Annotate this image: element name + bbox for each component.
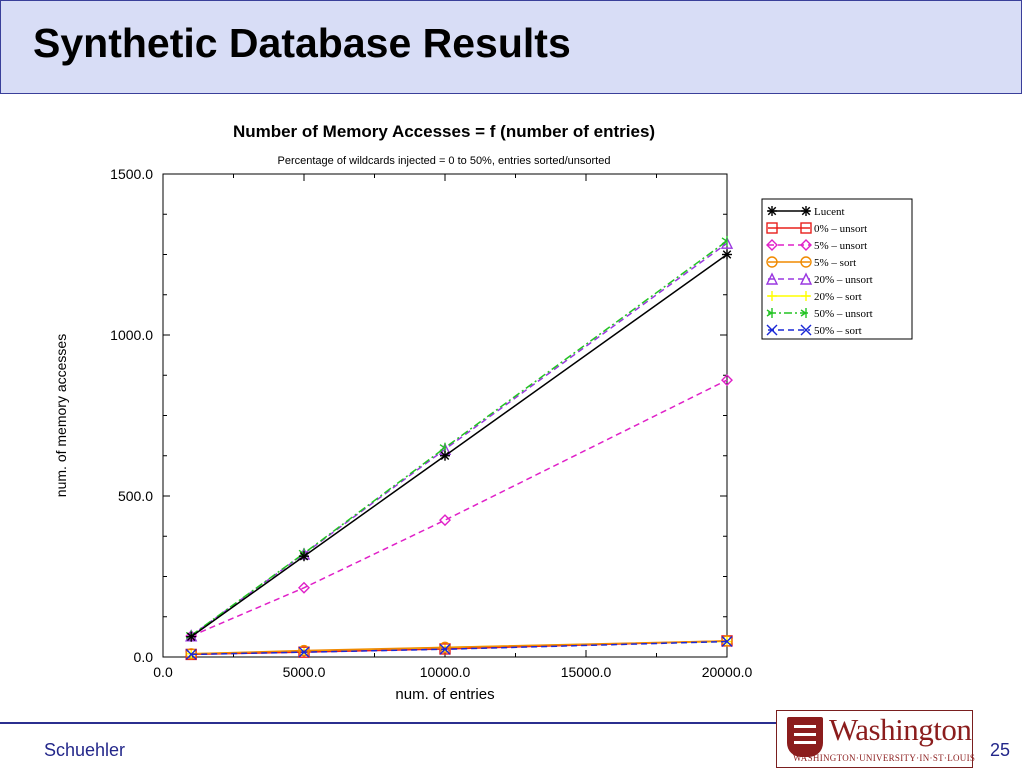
legend-label: 50% – sort	[814, 325, 862, 337]
legend-marker	[800, 256, 812, 268]
logo-subtitle: WASHINGTON·UNIVERSITY·IN·ST·LOUIS	[793, 753, 976, 763]
legend-label: 20% – sort	[814, 291, 862, 303]
legend-marker	[767, 291, 777, 301]
series-7-point	[185, 648, 197, 660]
legend-item: Lucent	[767, 206, 845, 218]
series-4	[185, 236, 734, 642]
legend-label: 5% – sort	[814, 257, 856, 269]
legend-marker	[800, 239, 812, 251]
series-0-point	[299, 551, 309, 562]
y-tick-label: 500.0	[118, 488, 153, 504]
legend-marker	[767, 206, 777, 216]
legend-marker	[766, 222, 778, 234]
legend-label: 20% – unsort	[814, 274, 873, 286]
legend-marker	[801, 206, 811, 216]
legend-label: 50% – unsort	[814, 308, 873, 320]
legend-marker	[766, 256, 778, 268]
legend-item: 50% – sort	[766, 324, 862, 337]
legend-box	[761, 198, 913, 340]
legend-marker	[766, 324, 778, 336]
legend-marker	[766, 239, 778, 251]
page-number: 25	[989, 740, 1010, 760]
legend-marker	[765, 272, 779, 285]
series-7-point	[298, 646, 310, 658]
legend-marker	[800, 324, 812, 336]
logo-wordmark: Washington	[829, 712, 972, 747]
x-tick-label: 0.0	[153, 664, 173, 680]
legend-marker	[801, 291, 811, 301]
slide-title: Synthetic Database Results	[33, 20, 571, 66]
legend-marker	[766, 308, 773, 318]
legend-item: 5% – sort	[766, 256, 856, 269]
university-crest-icon	[787, 717, 823, 757]
series-7-line	[191, 640, 728, 656]
series-0-point	[186, 631, 197, 642]
x-tick-label: 5000.0	[283, 664, 326, 680]
legend-item: 20% – unsort	[765, 272, 873, 286]
footer-divider	[0, 722, 778, 724]
series-0-point	[722, 249, 732, 260]
x-tick-label: 15000.0	[561, 664, 612, 680]
series-6-point	[721, 235, 728, 246]
chart-title: Number of Memory Accesses = f (number of…	[233, 122, 655, 141]
series-3-point	[298, 644, 310, 657]
series-3-point	[721, 635, 733, 647]
series-2-point	[298, 581, 310, 594]
series-2-point	[439, 514, 451, 527]
series-7	[185, 636, 733, 660]
x-tick-label: 20000.0	[702, 664, 753, 680]
author-label: Schuehler	[44, 740, 126, 760]
y-axis-label: num. of memory accesses	[53, 334, 69, 497]
memory-accesses-chart: Number of Memory Accesses = f (number of…	[53, 122, 913, 703]
chart-subtitle: Percentage of wildcards injected = 0 to …	[278, 155, 611, 167]
legend-label: 0% – unsort	[814, 223, 867, 235]
legend-item: 0% – unsort	[766, 222, 867, 235]
legend-label: 5% – unsort	[814, 240, 867, 252]
series-6-line	[190, 240, 728, 637]
series-2	[185, 374, 733, 643]
series-3-point	[439, 641, 451, 654]
series-3	[185, 635, 733, 660]
legend-label: Lucent	[814, 206, 845, 218]
series-2-line	[190, 379, 728, 637]
legend-marker	[800, 308, 807, 318]
washington-university-logo: Washington WASHINGTON·UNIVERSITY·IN·ST·L…	[776, 710, 976, 768]
slide-title-bar: Synthetic Database Results	[0, 0, 1022, 94]
series-2-point	[721, 374, 733, 387]
y-tick-label: 1500.0	[110, 166, 153, 182]
x-axis-label: num. of entries	[395, 686, 494, 703]
series-7-point	[439, 643, 451, 655]
legend-marker	[800, 222, 812, 234]
chart-container: Number of Memory Accesses = f (number of…	[0, 100, 1024, 710]
series-0-line	[190, 253, 728, 638]
legend-item: 50% – unsort	[766, 308, 873, 320]
plot-frame	[162, 173, 728, 658]
series-0	[186, 249, 732, 642]
series-3-line	[191, 640, 728, 655]
y-tick-label: 1000.0	[110, 327, 153, 343]
x-tick-label: 10000.0	[420, 664, 471, 680]
legend-item: 5% – unsort	[766, 239, 867, 252]
y-tick-label: 0.0	[134, 649, 154, 665]
legend-item: 20% – sort	[767, 291, 862, 303]
series-0-point	[440, 450, 450, 461]
series-7-point	[721, 636, 733, 648]
legend-marker	[799, 272, 813, 285]
